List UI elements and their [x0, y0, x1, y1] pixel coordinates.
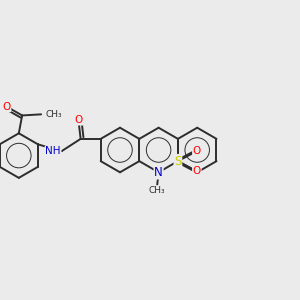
Text: O: O: [74, 115, 83, 125]
Text: CH₃: CH₃: [148, 186, 165, 195]
Text: CH₃: CH₃: [45, 110, 62, 119]
Text: O: O: [193, 146, 201, 156]
Text: NH: NH: [45, 146, 61, 156]
Text: N: N: [154, 166, 163, 179]
Text: O: O: [193, 166, 201, 176]
Text: O: O: [2, 101, 11, 112]
Text: S: S: [174, 154, 182, 168]
